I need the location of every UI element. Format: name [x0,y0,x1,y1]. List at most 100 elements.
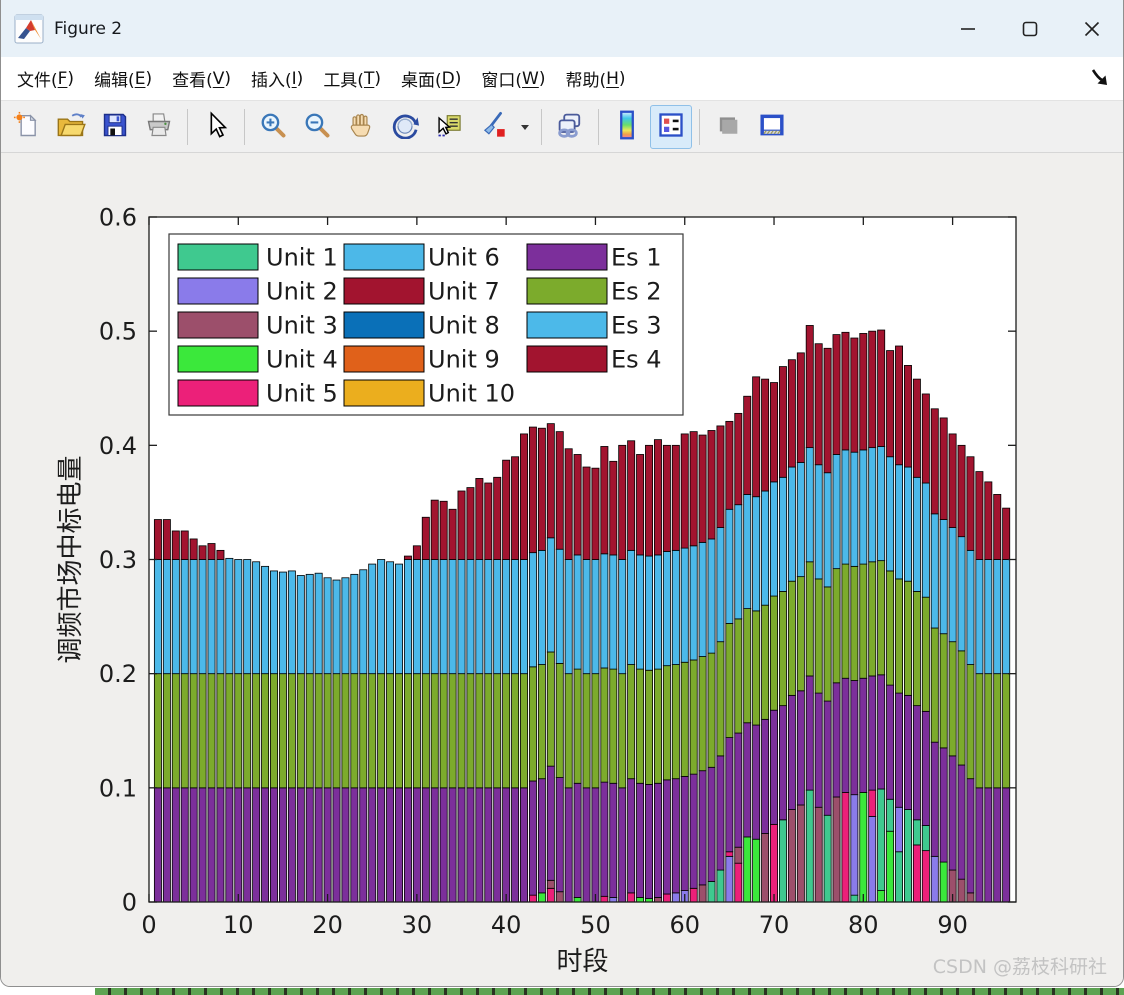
bar-segment-e1 [939,747,948,863]
close-button[interactable] [1061,0,1123,57]
bar-segment-e3 [895,464,904,580]
bar-segment-e2 [448,673,457,789]
bar-segment-e1 [520,787,528,903]
menu-item-4[interactable]: 工具(T) [323,68,381,92]
legend-swatch-u3 [177,311,259,339]
zoom-out-button[interactable] [296,105,338,149]
bar-segment-e3 [903,466,912,582]
bar-segment-e2 [573,668,582,784]
print-figure-button[interactable] [138,105,180,149]
bar-segment-e1 [564,787,573,903]
bar-segment-e4 [466,487,475,560]
bar-segment-e1 [216,787,225,903]
bar-segment-e3 [912,476,921,592]
legend-swatch-e2 [526,277,608,305]
link-plots-button[interactable] [549,105,591,149]
brush-dropdown-button[interactable] [516,105,534,149]
bar-segment-u4 [573,897,582,903]
y-tick-label: 0.4 [99,432,137,460]
menu-item-7[interactable]: 帮助(H) [565,68,626,92]
bar-segment-e2 [868,561,877,677]
bar-segment-e2 [671,664,680,780]
bar-segment-e2 [814,578,823,694]
bar-segment-e4 [966,456,975,551]
bar-segment-e3 [511,559,520,675]
pan-button[interactable] [340,105,382,149]
bar-segment-e2 [270,673,278,789]
new-figure-button[interactable] [6,105,48,149]
data-cursor-button[interactable] [428,105,470,149]
bar-segment-e3 [386,561,395,675]
matlab-logo-icon [14,14,44,44]
bar-segment-e3 [225,557,234,675]
insert-legend-button[interactable] [650,104,692,149]
menu-item-5[interactable]: 桌面(D) [400,68,462,92]
occluded-green-bars-strip [95,988,1124,995]
bar-segment-e2 [430,673,439,789]
dock-figure-arrow-icon[interactable] [1089,67,1111,93]
bar-segment-e4 [645,444,653,557]
save-figure-button[interactable] [94,105,136,149]
bar-segment-e1 [162,787,171,903]
bar-segment-e4 [707,430,716,540]
bar-segment-u2 [609,897,618,903]
bar-segment-e4 [439,500,448,560]
hide-plot-tools-button[interactable] [707,105,749,149]
bar-segment-e3 [886,456,895,572]
bar-segment-e4 [564,448,573,560]
bar-segment-e3 [653,554,662,670]
minimize-button[interactable] [937,0,999,57]
bar-segment-e3 [395,563,403,675]
menu-item-3[interactable]: 插入(I) [251,68,304,92]
axes-box [148,216,1017,903]
bar-segment-e2 [350,673,359,789]
bar-segment-e4 [743,395,752,495]
bar-segment-e3 [823,472,832,588]
bar-segment-e4 [582,466,591,560]
bar-segment-e3 [984,559,993,675]
bar-segment-e3 [770,481,778,597]
maximize-button[interactable] [999,0,1061,57]
open-file-button[interactable] [50,105,92,149]
bar-segment-e1 [198,787,207,903]
bar-segment-e3 [877,446,886,562]
menu-item-0[interactable]: 文件(F) [17,68,75,92]
bar-segment-e2 [341,673,350,789]
bar-segment-e3 [671,549,680,665]
bar-segment-u2 [850,794,859,896]
menu-item-2[interactable]: 查看(V) [172,68,232,92]
bar-segment-e4 [823,347,832,474]
bar-segment-e1 [457,787,466,903]
bar-segment-u4 [877,890,886,903]
bar-segment-u5 [662,893,671,903]
bar-segment-e4 [216,549,225,560]
legend-swatch-u9 [343,345,425,373]
bar-segment-e2 [493,673,502,789]
x-tick-label: 40 [491,911,522,939]
bar-segment-e1 [252,787,261,903]
data-cursor-icon [435,111,463,143]
bar-segment-e2 [198,673,207,789]
bar-segment-e1 [546,765,555,881]
bar-segment-u4 [752,838,761,903]
bar-segment-e1 [886,684,895,800]
show-plot-tools-button[interactable] [751,105,793,149]
bar-segment-e2 [484,673,493,789]
legend-box[interactable]: Unit 1 Unit 2 Unit 3 Unit 4 Unit 5 Unit 6 Unit… [168,233,684,416]
zoom-in-button[interactable] [252,105,294,149]
toolbar-separator [699,108,700,145]
bar-segment-e3 [573,554,582,670]
edit-plot-button[interactable] [195,105,237,149]
bar-segment-e1 [502,787,511,903]
insert-colorbar-button[interactable] [606,105,648,149]
bar-segment-e2 [421,673,430,789]
bar-segment-u2 [671,892,680,903]
menu-item-6[interactable]: 窗口(W) [481,68,546,92]
brush-data-button[interactable] [472,105,514,149]
menu-item-1[interactable]: 编辑(E) [94,68,153,92]
bar-segment-e2 [323,673,332,789]
rotate-3d-button[interactable] [384,105,426,149]
bar-segment-e4 [680,433,689,549]
bar-segment-e2 [287,673,296,789]
bar-segment-e1 [600,781,609,897]
